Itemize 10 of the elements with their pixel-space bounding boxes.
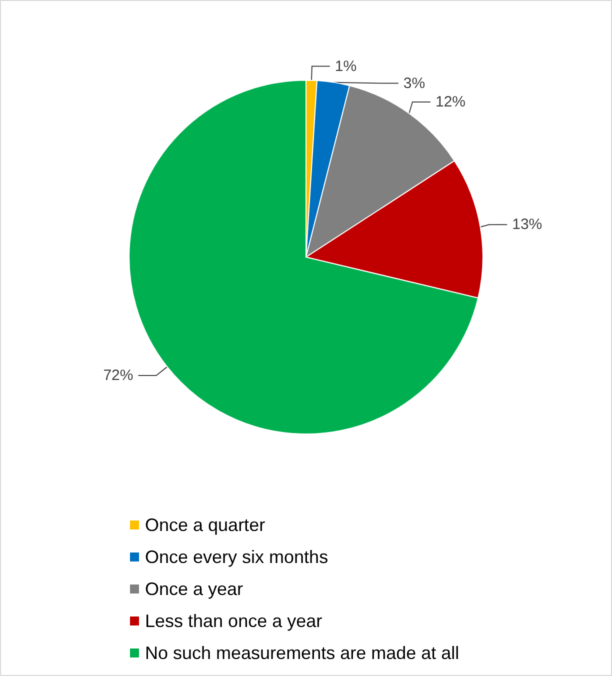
data-label: 12%: [435, 93, 466, 110]
legend-label: Less than once a year: [145, 611, 322, 631]
data-label: 72%: [103, 366, 134, 384]
data-label: 3%: [403, 74, 426, 92]
legend-label: Once a year: [145, 579, 244, 599]
data-label: 13%: [512, 216, 542, 234]
legend-label: Once a quarter: [145, 515, 266, 535]
legend-label: No such measurements are made at all: [145, 643, 460, 663]
data-label: 1%: [334, 58, 357, 75]
legend-label: Once every six months: [145, 547, 328, 567]
